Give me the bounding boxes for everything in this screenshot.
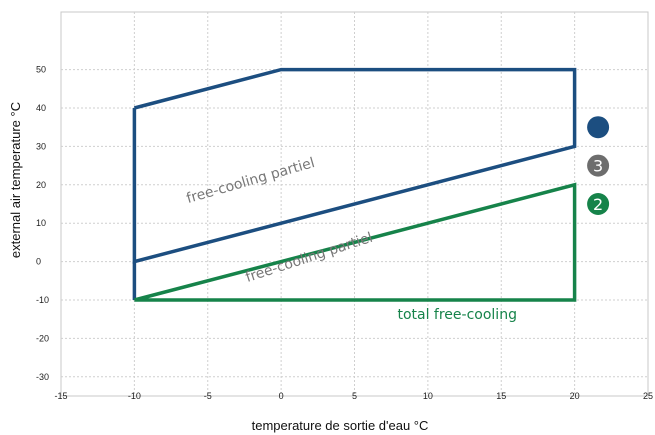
- x-tick-label: 5: [352, 391, 357, 401]
- x-tick-label: 25: [643, 391, 653, 401]
- y-tick-label: 20: [36, 180, 46, 190]
- x-tick-label: 20: [570, 391, 580, 401]
- y-tick-label: -20: [36, 333, 49, 343]
- y-tick-label: 10: [36, 218, 46, 228]
- y-tick-label: -10: [36, 295, 49, 305]
- marker-label: 1: [595, 244, 602, 257]
- x-tick-label: -10: [128, 391, 141, 401]
- zone-label-2: free-cooling partiel: [244, 230, 375, 286]
- y-tick-label: 30: [36, 141, 46, 151]
- x-tick-label: 0: [279, 391, 284, 401]
- x-tick-label: -15: [54, 391, 67, 401]
- badge-3-label: 2: [593, 195, 603, 214]
- y-axis-label: external air temperature °C: [8, 102, 23, 258]
- x-tick-label: -5: [204, 391, 212, 401]
- badge-2-label: 3: [593, 157, 603, 176]
- y-tick-label: 40: [36, 103, 46, 113]
- y-tick-label: 0: [36, 257, 41, 267]
- zone-label-1: free-cooling partiel: [185, 155, 317, 207]
- badges: 3 2 1: [587, 116, 609, 257]
- annotations: free-cooling partiel free-cooling partiel…: [185, 155, 517, 323]
- x-tick-label: 10: [423, 391, 433, 401]
- y-tick-label: -30: [36, 372, 49, 382]
- zone-label-3: total free-cooling: [397, 307, 517, 323]
- y-tick-labels: -30 -20 -10 0 10 20 30 40 50: [36, 65, 49, 382]
- x-tick-label: 15: [496, 391, 506, 401]
- badge-1-circle: [587, 116, 609, 138]
- x-axis-label: temperature de sortie d'eau °C: [252, 418, 429, 433]
- y-tick-label: 50: [36, 65, 46, 75]
